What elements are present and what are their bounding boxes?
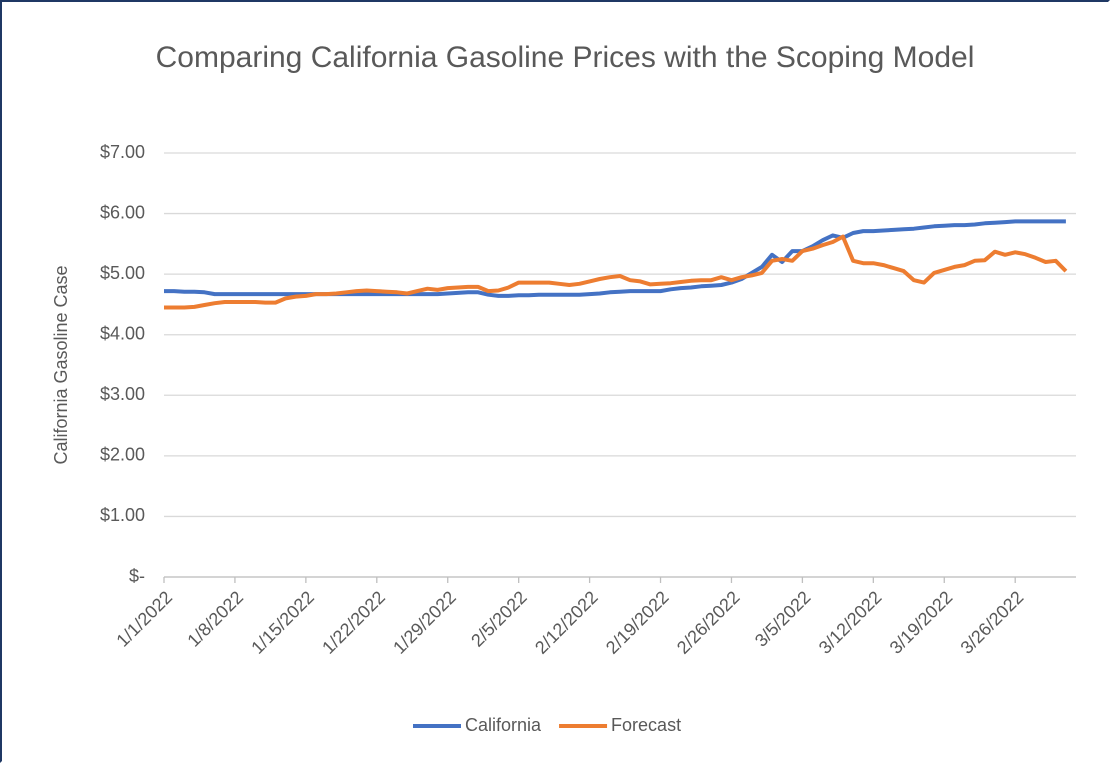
chart-title: Comparing California Gasoline Prices wit… <box>155 41 975 74</box>
legend-label: Forecast <box>611 715 681 735</box>
x-tick-label: 3/19/2022 <box>886 587 957 658</box>
y-tick-label: $- <box>129 566 145 586</box>
line-series <box>164 234 1068 310</box>
y-tick-label: $5.00 <box>100 263 145 283</box>
y-axis-label: California Gasoline Case <box>51 265 71 464</box>
legend-label: California <box>465 715 542 735</box>
y-tick-label: $4.00 <box>100 323 145 343</box>
x-tick-label: 1/1/2022 <box>112 587 176 651</box>
y-tick-label: $3.00 <box>100 384 145 404</box>
x-tick-label: 1/8/2022 <box>183 587 247 651</box>
x-tick-label: 1/29/2022 <box>389 587 460 658</box>
x-tick-label: 3/12/2022 <box>815 587 886 658</box>
x-tick-label: 1/15/2022 <box>247 587 318 658</box>
x-tick-label: 2/26/2022 <box>673 587 744 658</box>
y-tick-label: $6.00 <box>100 202 145 222</box>
x-tick-label: 1/22/2022 <box>318 587 389 658</box>
line-series <box>164 219 1066 298</box>
x-tick-label: 3/5/2022 <box>751 587 815 651</box>
y-tick-label: $7.00 <box>100 142 145 162</box>
y-tick-label: $2.00 <box>100 445 145 465</box>
x-tick-label: 2/5/2022 <box>467 587 531 651</box>
y-tick-label: $1.00 <box>100 505 145 525</box>
x-tick-label: 3/26/2022 <box>957 587 1028 658</box>
x-tick-label: 2/12/2022 <box>531 587 602 658</box>
x-tick-label: 2/19/2022 <box>602 587 673 658</box>
